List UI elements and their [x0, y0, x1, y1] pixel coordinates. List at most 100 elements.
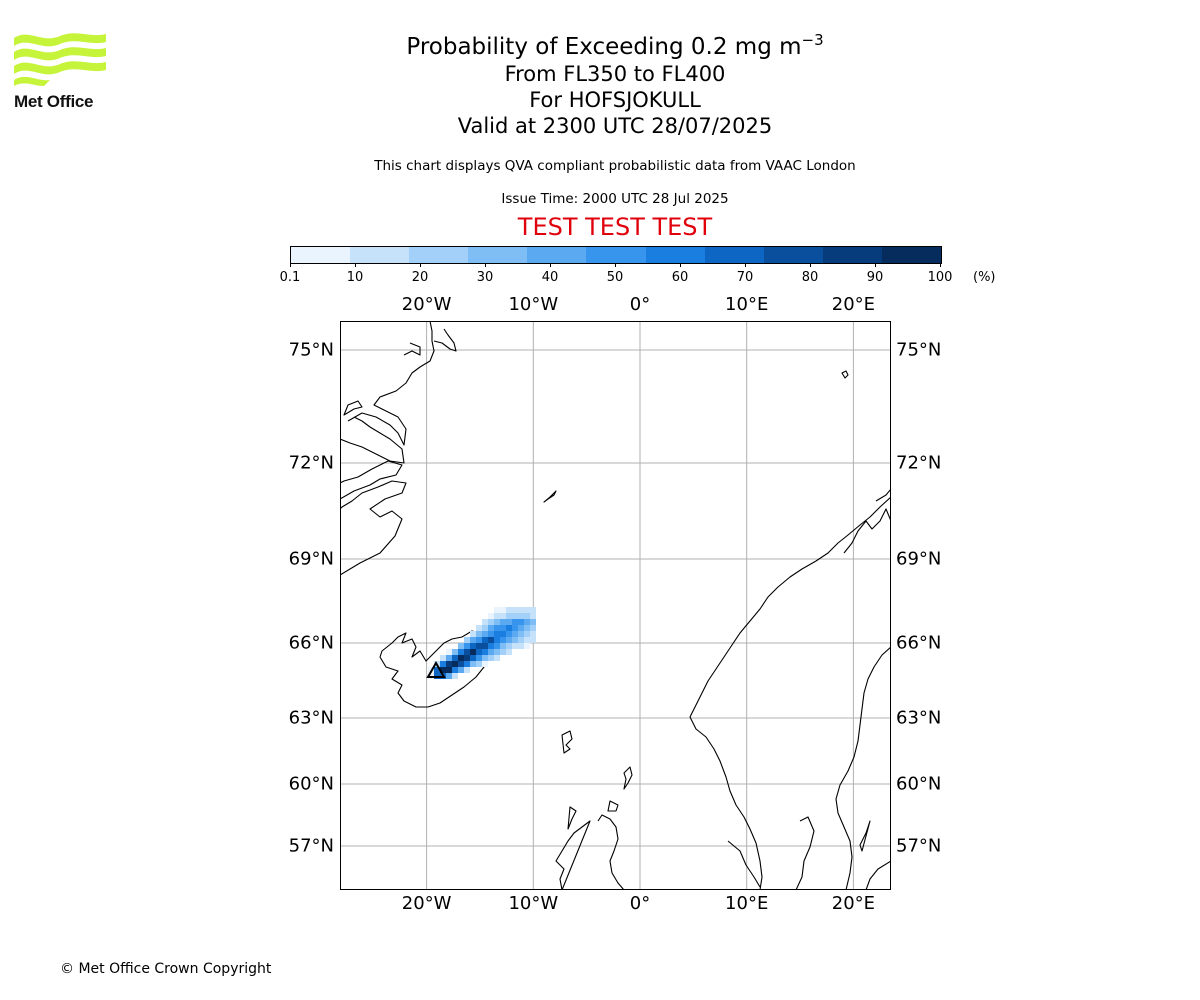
title-line-1: Probability of Exceeding 0.2 mg m−3 [406, 31, 824, 60]
longitude-label-top: 20°W [401, 294, 452, 315]
colorbar-tick-label: 10 [346, 270, 364, 285]
plume-cell [464, 667, 470, 673]
plume-cell [494, 655, 500, 661]
plume-cell [476, 661, 482, 667]
colorbar-tick-mark [810, 263, 811, 267]
plume-cell [530, 613, 536, 619]
title-line-4: Valid at 2300 UTC 28/07/2025 [457, 114, 773, 138]
map-background [340, 321, 891, 890]
latitude-label-left: 66°N [288, 632, 334, 654]
plume-cell [488, 649, 494, 655]
plume-cell [512, 613, 518, 619]
plume-cell [440, 655, 446, 661]
subtitle: This chart displays QVA compliant probab… [374, 158, 856, 174]
colorbar-tick-label: 0.1 [279, 270, 301, 285]
chart-title-block: Probability of Exceeding 0.2 mg m−3 From… [0, 26, 1200, 139]
plume-cell [476, 631, 482, 637]
colorbar-segment [468, 247, 528, 263]
longitude-label-bottom: 10°W [508, 893, 559, 914]
plume-cell [500, 631, 506, 637]
colorbar-segment [822, 247, 882, 263]
plume-cell [476, 643, 482, 649]
longitude-label-bottom: 20°E [831, 893, 876, 914]
plume-cell [446, 667, 452, 673]
longitude-label-top: 10°W [508, 294, 559, 315]
plume-cell [458, 667, 464, 673]
colorbar-tick-mark [875, 263, 876, 267]
colorbar-tick-label: 20 [411, 270, 429, 285]
plume-cell [470, 649, 476, 655]
plume-cell [476, 655, 482, 661]
plume-cell [470, 637, 476, 643]
plume-cell [518, 613, 524, 619]
map-frame [340, 321, 891, 890]
plume-cell [494, 649, 500, 655]
greenland-coast [340, 321, 457, 576]
plume-cell [506, 649, 512, 655]
plume-cell [482, 631, 488, 637]
latitude-label-left: 72°N [288, 452, 334, 474]
plume-cell [524, 613, 530, 619]
title-line-3: For HOFSJOKULL [529, 88, 701, 112]
plume-cell [482, 625, 488, 631]
colorbar-tick-mark [485, 263, 486, 267]
plume-cell [458, 643, 464, 649]
plume-cell [518, 619, 524, 625]
colorbar-segment [527, 247, 587, 263]
colorbar-tick-label: 30 [476, 270, 494, 285]
bjornoya-coast [841, 370, 849, 379]
latitude-label-left: 60°N [288, 773, 334, 795]
plume-cell [518, 607, 524, 613]
plume-cell [476, 625, 482, 631]
plume-cell [512, 637, 518, 643]
plume-cell [482, 661, 488, 667]
plume-cell [464, 643, 470, 649]
plume-cell [476, 637, 482, 643]
latitude-label-right: 63°N [896, 707, 942, 729]
plume-cell [500, 607, 506, 613]
plume-cell [458, 649, 464, 655]
plume-cell [464, 661, 470, 667]
plume-cell [434, 667, 440, 673]
plume-cell [524, 625, 530, 631]
colorbar-tick-label: 40 [541, 270, 559, 285]
sweden-coast [835, 646, 891, 890]
plume-cell [458, 661, 464, 667]
colorbar-tick-label: 90 [866, 270, 884, 285]
plume-cell [440, 661, 446, 667]
plume-cell [470, 661, 476, 667]
plume-cell [440, 667, 446, 673]
latitude-label-right: 60°N [896, 773, 942, 795]
copyright-text: © Met Office Crown Copyright [60, 961, 272, 977]
colorbar-unit: (%) [973, 270, 996, 285]
colorbar-tick-label: 100 [927, 270, 953, 285]
longitude-label-top: 0° [629, 294, 651, 315]
denmark-coast [727, 816, 815, 890]
plume-cell [500, 643, 506, 649]
scotland-coast [555, 800, 625, 890]
volcano-marker-icon [426, 660, 446, 678]
plume-cell [500, 649, 506, 655]
plume-cell [488, 655, 494, 661]
title-line-2: From FL350 to FL400 [504, 62, 726, 86]
plume-cell [500, 637, 506, 643]
plume-cell [494, 613, 500, 619]
plume-cell [446, 655, 452, 661]
colorbar-segment [409, 247, 469, 263]
plume-cell [524, 607, 530, 613]
plume-cell [512, 619, 518, 625]
plume-cell [530, 607, 536, 613]
plume-cell [452, 655, 458, 661]
plume-cell [500, 625, 506, 631]
colorbar [290, 246, 942, 264]
plume-cell [470, 643, 476, 649]
plume-cell [494, 637, 500, 643]
plume-cell [482, 655, 488, 661]
norway-coast [689, 488, 891, 890]
longitude-label-top: 20°E [831, 294, 876, 315]
plume-cell [494, 625, 500, 631]
colorbar-tick-mark [355, 263, 356, 267]
faroe-coast [561, 730, 573, 754]
plume-cell [464, 649, 470, 655]
plume-cell [458, 655, 464, 661]
